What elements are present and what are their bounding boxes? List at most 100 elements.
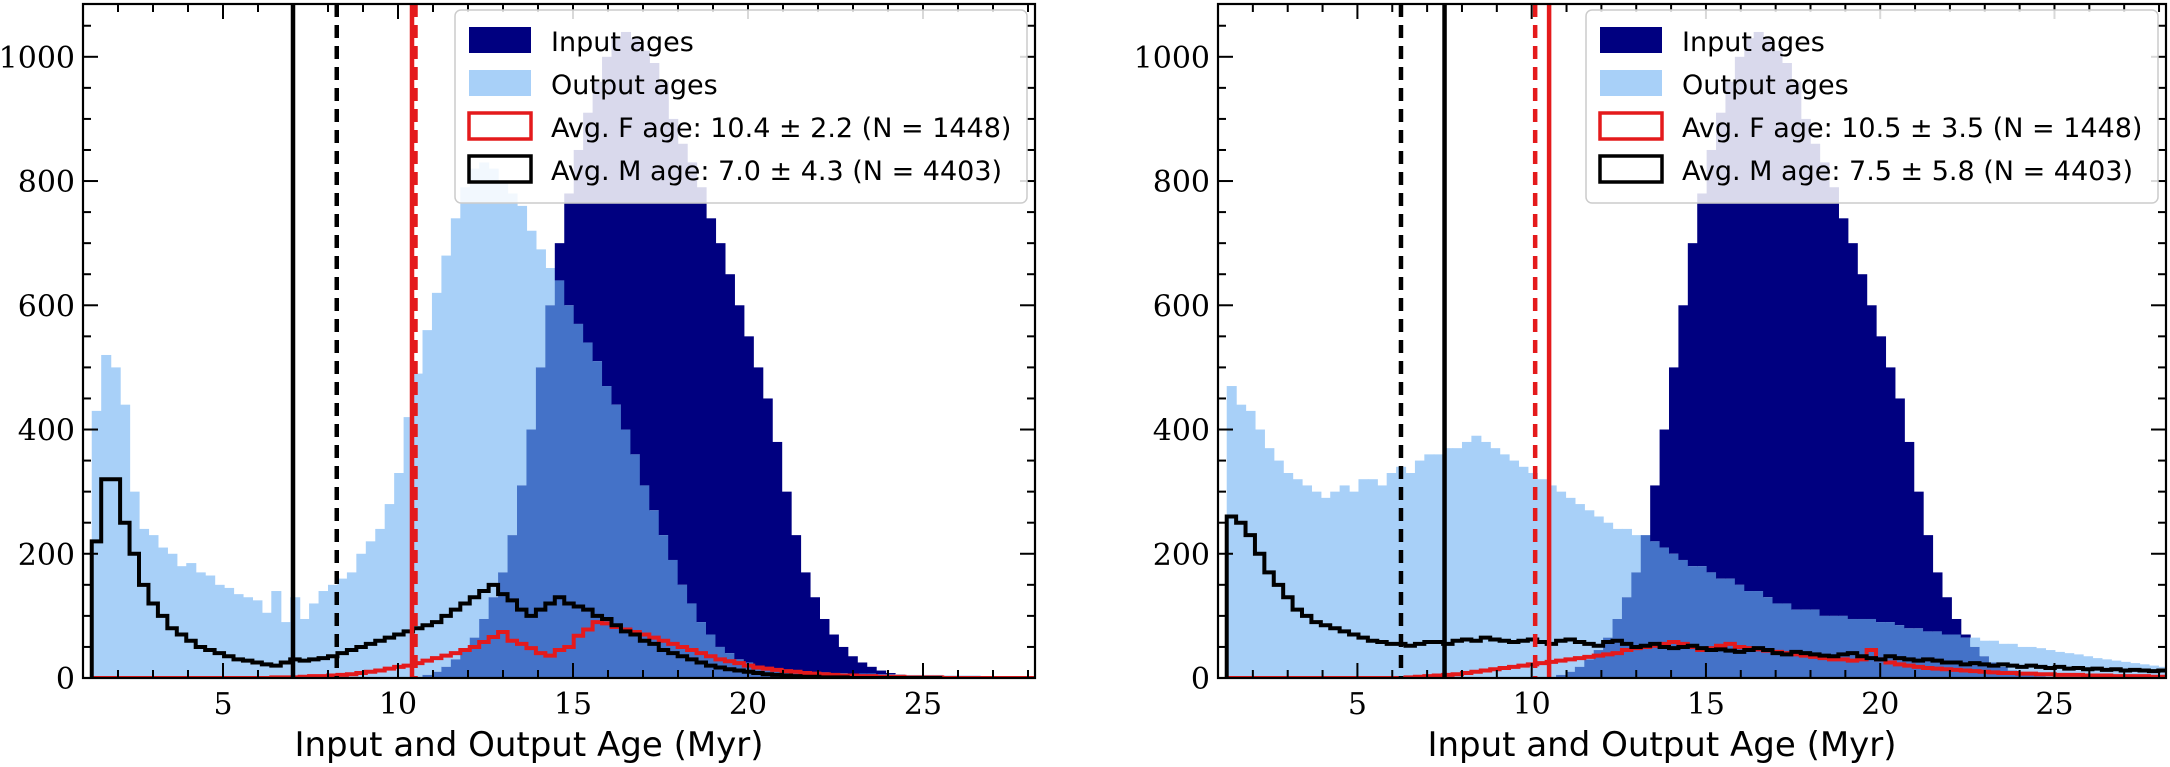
output-ages-bar	[318, 591, 329, 678]
y-tick-label: 400	[18, 414, 75, 449]
input-ages-bar	[715, 243, 726, 647]
output-ages-bar	[1283, 473, 1294, 678]
input-ages-bar	[1960, 634, 1971, 638]
output-ages-bar	[1509, 460, 1520, 678]
overlap-bar	[1885, 622, 1896, 678]
overlap-bar	[639, 485, 650, 678]
overlap-bar	[649, 510, 660, 678]
overlap-bar	[1988, 662, 1999, 678]
output-ages-bar	[1075, 676, 1085, 678]
output-ages-bar	[1320, 497, 1331, 678]
output-ages-bar	[101, 354, 112, 678]
input-ages-bar	[602, 56, 613, 387]
output-ages-bar	[1603, 522, 1614, 638]
overlap-bar	[1631, 572, 1642, 678]
overlap-bar	[564, 305, 575, 678]
overlap-bar	[1574, 666, 1585, 678]
m-age-step-line	[89, 477, 943, 678]
input-ages-bar	[762, 398, 773, 669]
output-ages-bar	[205, 575, 216, 678]
output-ages-bar	[148, 535, 159, 678]
legend-swatch	[1600, 70, 1662, 96]
output-ages-bar	[242, 597, 253, 678]
output-ages-bar	[1471, 435, 1482, 678]
overlap-bar	[1716, 578, 1727, 678]
output-ages-bar	[91, 410, 102, 678]
input-ages-bar	[1678, 305, 1689, 560]
overlap-bar	[1621, 597, 1632, 678]
overlap-bar	[469, 637, 480, 678]
output-ages-bar	[1065, 676, 1075, 678]
output-ages-bar	[545, 268, 556, 306]
overlap-bar	[1678, 559, 1689, 678]
overlap-bar	[677, 584, 688, 678]
output-ages-bar	[1367, 479, 1378, 678]
overlap-bar	[1923, 631, 1934, 678]
output-ages-bar	[507, 193, 518, 536]
f-age-step-line	[91, 620, 1035, 678]
y-tick-label: 600	[1153, 289, 1210, 324]
input-ages-bar	[573, 149, 584, 324]
input-ages-bar	[1687, 243, 1698, 567]
output-ages-bar	[271, 591, 282, 678]
input-ages-bar	[611, 38, 622, 405]
overlap-bar	[1659, 547, 1670, 678]
input-ages-bar	[1781, 63, 1792, 604]
output-ages-bar	[328, 584, 339, 678]
output-ages-bar	[233, 594, 244, 678]
output-ages-bar	[1037, 676, 1047, 678]
output-ages-bar	[195, 572, 206, 678]
overlap-bar	[668, 559, 679, 678]
legend-label: Avg. M age: 7.5 ± 5.8 (N = 4403)	[1682, 156, 2133, 187]
output-ages-bar	[384, 504, 395, 678]
legend-swatch	[469, 27, 531, 53]
axis-ticks	[1217, 4, 2166, 679]
output-ages-bar	[1424, 454, 1435, 678]
input-ages-bar	[791, 535, 802, 672]
output-ages-bar	[2083, 656, 2094, 678]
y-tick-label: 0	[1191, 662, 1210, 697]
output-ages-bar	[498, 181, 509, 573]
x-tick-label: 20	[1861, 687, 1899, 722]
overlap-bar	[460, 650, 471, 678]
output-ages-bar	[129, 491, 140, 678]
input-ages-bar	[1857, 274, 1868, 619]
output-ages-bar	[1311, 491, 1322, 678]
output-ages-bar	[1386, 473, 1397, 678]
overlap-bar	[1734, 584, 1745, 678]
output-ages-bar	[1131, 677, 1141, 678]
legend-label: Input ages	[551, 27, 694, 58]
overlap-bar	[1904, 628, 1915, 678]
output-ages-bar	[895, 674, 906, 675]
output-ages-bar	[1093, 676, 1103, 678]
output-ages-bar	[1593, 516, 1604, 651]
output-ages-bar	[309, 603, 320, 678]
input-ages-bar	[743, 336, 754, 663]
output-ages-bar	[1084, 676, 1094, 678]
output-ages-bar	[1414, 460, 1425, 678]
overlap-bar	[526, 429, 537, 678]
input-ages-bar	[1763, 38, 1774, 598]
overlap-bar	[1979, 656, 1990, 678]
output-ages-bar	[1998, 643, 2009, 667]
input-ages-bar	[1744, 38, 1755, 592]
output-ages-bar	[356, 553, 367, 678]
overlap-bar	[1828, 615, 1839, 678]
output-ages-bar	[1339, 485, 1350, 678]
output-ages-bar	[346, 572, 357, 678]
input-ages-bar	[668, 118, 679, 560]
output-ages-bar	[1490, 448, 1501, 678]
output-ages-bar	[1046, 676, 1056, 678]
output-ages-bar	[535, 249, 546, 368]
input-ages-bar	[809, 597, 820, 673]
output-ages-bar	[157, 547, 168, 678]
output-ages-bar	[1518, 466, 1529, 678]
output-ages-bar	[167, 553, 178, 678]
input-ages-bar	[696, 187, 707, 623]
overlap-bar	[620, 429, 631, 678]
overlap-bar	[431, 671, 442, 678]
axis-ticks	[82, 4, 1035, 679]
input-ages-bar	[1753, 31, 1764, 592]
output-ages-bar	[1160, 677, 1170, 678]
